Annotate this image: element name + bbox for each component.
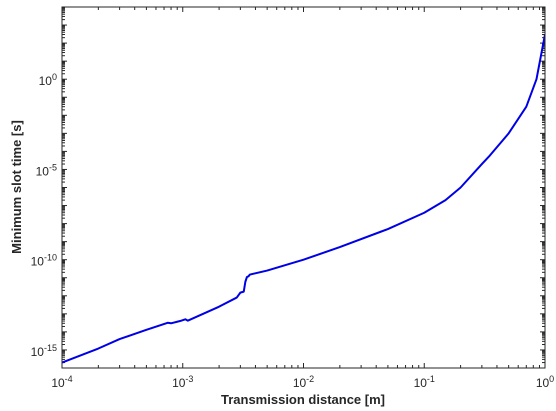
x-tick-exponent: 0 (549, 374, 554, 384)
y-tick-label: 10-5 (36, 162, 57, 178)
x-tick-label: 10-2 (293, 374, 314, 390)
x-tick-base: 10 (536, 376, 550, 390)
x-tick-label: 10-1 (414, 374, 435, 390)
y-tick-label: 10-10 (31, 253, 57, 269)
x-tick-base: 10 (51, 376, 65, 390)
x-tick-exponent: -4 (65, 374, 73, 384)
y-tick-exponent: 0 (52, 72, 57, 82)
plot-area (62, 7, 545, 368)
y-tick-base: 10 (36, 164, 50, 178)
x-tick-base: 10 (414, 376, 428, 390)
series-line-0 (62, 34, 545, 364)
x-tick-labels: 10-4 10-3 10-2 10-1 100 (51, 374, 554, 390)
x-tick-exponent: -1 (427, 374, 435, 384)
y-tick-exponent: -10 (44, 253, 57, 263)
y-tick-label: 10-15 (31, 343, 57, 359)
y-tick-label: 100 (39, 72, 57, 88)
y-tick-exponent: -5 (49, 162, 57, 172)
x-tick-label: 10-4 (51, 374, 72, 390)
x-tick-exponent: -3 (185, 374, 193, 384)
y-axis-label: Minimum slot time [s] (9, 120, 24, 254)
plot-frame (61, 6, 546, 369)
x-tick-label: 100 (536, 374, 554, 390)
x-tick-label: 10-3 (172, 374, 193, 390)
x-tick-exponent: -2 (306, 374, 314, 384)
x-tick-base: 10 (172, 376, 186, 390)
y-tick-base: 10 (31, 345, 45, 359)
series-group (62, 34, 545, 364)
y-tick-base: 10 (39, 74, 53, 88)
x-axis-label: Transmission distance [m] (221, 392, 385, 407)
y-tick-exponent: -15 (44, 343, 57, 353)
x-tick-base: 10 (293, 376, 307, 390)
y-tick-base: 10 (31, 255, 45, 269)
